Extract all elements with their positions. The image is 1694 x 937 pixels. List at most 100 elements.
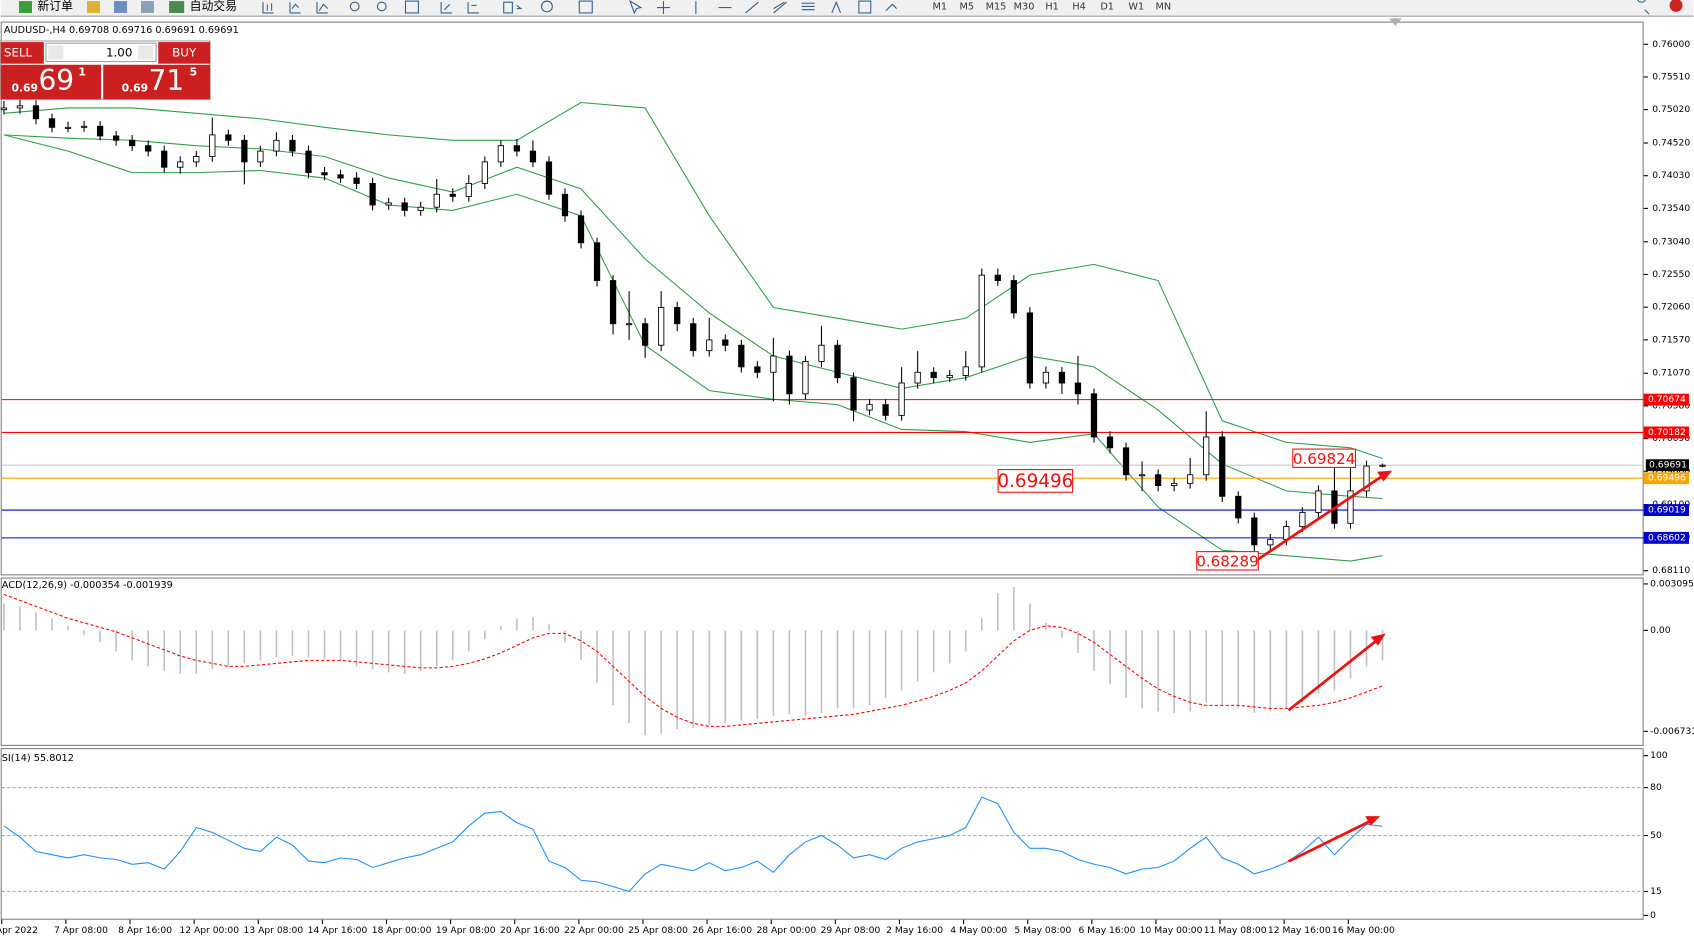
auto-trading-icon[interactable] bbox=[169, 1, 185, 13]
bar-chart-tool[interactable] bbox=[262, 2, 274, 14]
timeframe-button[interactable]: M5 bbox=[960, 1, 975, 12]
arrow-macd bbox=[1287, 639, 1378, 712]
main-chart: AUDUSD-,H4 0.69708 0.69716 0.69691 0.696… bbox=[0, 25, 1690, 576]
toolbar-icon[interactable] bbox=[141, 1, 154, 13]
periods-menu[interactable] bbox=[540, 0, 553, 13]
bollinger-lower bbox=[3, 134, 1383, 562]
timeframe-button[interactable]: H1 bbox=[1045, 1, 1058, 12]
candle-body bbox=[577, 215, 585, 244]
sell-button[interactable] bbox=[0, 42, 44, 64]
candle-body bbox=[257, 150, 264, 163]
y-tick-label: 0.73540 bbox=[1652, 203, 1690, 214]
lot-field[interactable] bbox=[45, 42, 157, 63]
y-tick-label: 0.72060 bbox=[1652, 302, 1690, 313]
arrow-main bbox=[1257, 474, 1384, 561]
timeframe-button[interactable]: M30 bbox=[1014, 1, 1035, 12]
bid-label: 0.69691 bbox=[1649, 460, 1687, 471]
sell-price-box[interactable] bbox=[0, 64, 102, 100]
candle-body bbox=[834, 344, 841, 379]
y-tick-label: 0.70580 bbox=[1652, 400, 1690, 411]
buy-price-small: 5 bbox=[190, 65, 198, 78]
timeframe-button[interactable]: MN bbox=[1155, 1, 1171, 12]
time-label: 7 Apr 08:00 bbox=[54, 925, 108, 936]
candle-body bbox=[513, 145, 521, 152]
new-order-button[interactable]: 新订单 bbox=[37, 0, 73, 13]
candle-body bbox=[177, 161, 184, 168]
search-icon[interactable] bbox=[1637, 0, 1650, 15]
new-order-icon[interactable] bbox=[19, 1, 32, 13]
line-tool[interactable] bbox=[316, 2, 329, 14]
timeframe-button[interactable]: D1 bbox=[1100, 1, 1114, 12]
tile-windows[interactable] bbox=[404, 0, 419, 14]
candle-body bbox=[882, 404, 889, 416]
timeframe-button[interactable]: W1 bbox=[1128, 1, 1144, 12]
candle-body bbox=[561, 193, 569, 217]
time-label: 29 Apr 08:00 bbox=[821, 925, 881, 936]
candle-body bbox=[225, 134, 232, 141]
lot-up[interactable] bbox=[137, 45, 153, 60]
y-tick-label: 80 bbox=[1650, 782, 1662, 793]
y-tick-label: 0.71070 bbox=[1652, 368, 1690, 379]
text-tool[interactable] bbox=[831, 0, 842, 14]
trendline-tool[interactable] bbox=[745, 1, 759, 14]
buy-button[interactable] bbox=[158, 42, 211, 64]
timeframe-button[interactable]: M15 bbox=[986, 1, 1007, 12]
lot-value[interactable]: 1.00 bbox=[106, 45, 132, 59]
toolbar-icon[interactable] bbox=[114, 1, 127, 13]
level-label: 0.69019 bbox=[1648, 505, 1686, 516]
label-tool[interactable] bbox=[858, 0, 872, 14]
time-label: 16 May 00:00 bbox=[1332, 925, 1395, 936]
bollinger-upper bbox=[3, 101, 1383, 460]
candle-body bbox=[994, 274, 1001, 281]
time-label: 26 Apr 16:00 bbox=[692, 925, 752, 936]
candle-body bbox=[289, 139, 296, 152]
time-label: 12 Apr 00:00 bbox=[179, 925, 239, 936]
zoom-out[interactable] bbox=[376, 1, 387, 12]
bollinger-middle bbox=[3, 134, 1383, 500]
timeframe-button[interactable]: H4 bbox=[1072, 1, 1085, 12]
y-tick-label: 0 bbox=[1650, 910, 1656, 921]
y-tick-label: 0.73040 bbox=[1652, 236, 1690, 247]
candle-body bbox=[401, 202, 408, 211]
rsi-panel bbox=[0, 748, 1644, 920]
autoscroll-tool[interactable] bbox=[467, 2, 479, 14]
indicators-menu[interactable] bbox=[503, 1, 523, 14]
time-label: 13 Apr 08:00 bbox=[244, 925, 304, 936]
candle-tool[interactable] bbox=[289, 2, 301, 14]
arrows-tool[interactable] bbox=[885, 3, 898, 12]
candle-body bbox=[802, 361, 809, 395]
buy-price-box[interactable] bbox=[103, 64, 211, 100]
channel-tool[interactable] bbox=[773, 1, 787, 14]
candle-body bbox=[80, 125, 88, 128]
buy-price-big: 71 bbox=[149, 64, 185, 97]
candle-body bbox=[593, 242, 601, 281]
level-label: 0.68602 bbox=[1648, 532, 1686, 543]
cursor-tool[interactable] bbox=[629, 0, 643, 15]
sell-label[interactable]: SELL bbox=[4, 45, 33, 59]
templates-menu[interactable] bbox=[578, 0, 593, 14]
arrow-head bbox=[1370, 633, 1386, 646]
buy-label[interactable]: BUY bbox=[172, 45, 197, 59]
toolbar bbox=[0, 0, 1694, 17]
candle-body bbox=[1187, 474, 1194, 484]
auto-trading-button[interactable]: 自动交易 bbox=[190, 0, 237, 13]
rsi-chart: SI(14) 55.8012 100 80 50 15 0 bbox=[1, 750, 1668, 921]
shift-tool[interactable] bbox=[440, 2, 452, 14]
notification-icon[interactable] bbox=[1669, 0, 1683, 12]
timeframe-button[interactable]: M1 bbox=[933, 1, 948, 12]
lot-down[interactable] bbox=[48, 45, 64, 60]
candle-body bbox=[625, 323, 633, 326]
candle-body bbox=[1171, 482, 1178, 486]
candle-body bbox=[16, 105, 24, 109]
toolbar-icon[interactable] bbox=[87, 1, 100, 13]
fibo-tool[interactable] bbox=[801, 2, 815, 11]
y-tick-label: 0.74030 bbox=[1652, 170, 1690, 181]
zoom-in[interactable] bbox=[349, 1, 360, 12]
annotation: 0.69496 bbox=[997, 471, 1073, 492]
y-tick-label: 50 bbox=[1650, 830, 1662, 841]
level-label: 0.70182 bbox=[1648, 427, 1686, 438]
crosshair-tool[interactable] bbox=[657, 1, 670, 15]
candle-body bbox=[642, 323, 649, 346]
y-tick-label: 0.00 bbox=[1650, 625, 1671, 636]
candle-body bbox=[433, 193, 440, 208]
